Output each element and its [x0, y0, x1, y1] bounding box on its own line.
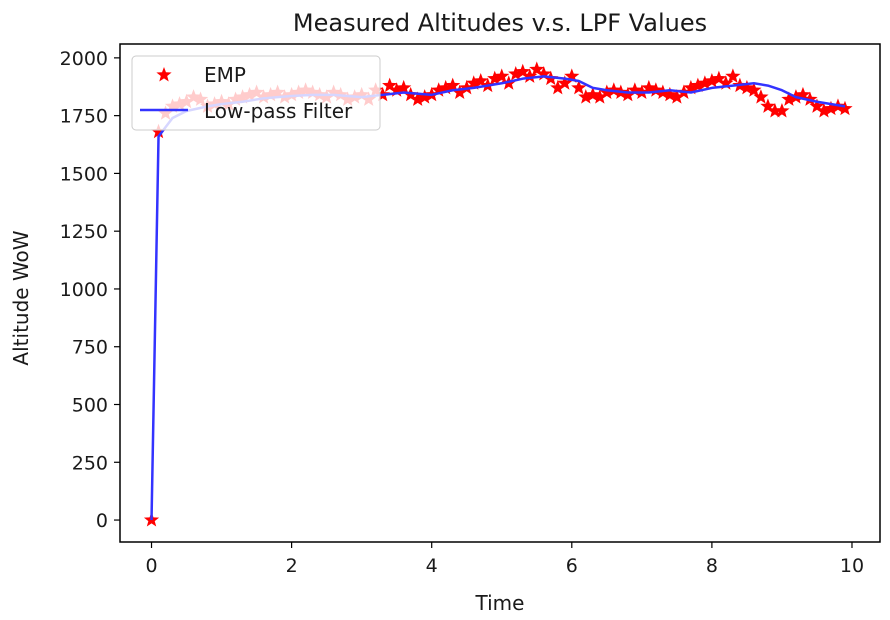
- legend: EMP Low-pass Filter: [131, 55, 381, 131]
- emp-point: [445, 77, 461, 93]
- y-tick-label: 250: [72, 452, 108, 474]
- emp-point: [809, 98, 825, 113]
- emp-point: [396, 79, 412, 95]
- chart-title: Measured Altitudes v.s. LPF Values: [293, 9, 707, 37]
- emp-point: [550, 79, 566, 95]
- emp-point: [753, 89, 769, 104]
- emp-point: [452, 84, 468, 99]
- x-axis-label: Time: [475, 591, 525, 615]
- emp-point: [662, 86, 678, 102]
- y-axis-label: Altitude WoW: [9, 230, 33, 365]
- emp-point: [669, 89, 685, 104]
- emp-point: [494, 68, 510, 83]
- emp-point: [473, 72, 489, 88]
- emp-point: [382, 77, 398, 93]
- emp-point: [150, 123, 167, 139]
- emp-point: [564, 68, 580, 83]
- emp-point: [683, 79, 699, 95]
- emp-point: [459, 79, 475, 95]
- emp-point: [837, 100, 853, 116]
- emp-point: [816, 103, 832, 118]
- emp-point: [417, 89, 433, 104]
- x-axis: 0 2 4 6 8 10: [145, 542, 864, 577]
- y-tick-label: 0: [96, 510, 108, 532]
- emp-point: [599, 84, 615, 99]
- emp-point: [522, 68, 538, 83]
- emp-point: [704, 72, 720, 88]
- emp-point: [431, 82, 447, 97]
- y-axis: 0 250 500 750 1000 1250 1500 1750 2000: [60, 48, 120, 532]
- emp-point: [487, 70, 503, 86]
- legend-label-lpf: Low-pass Filter: [204, 99, 353, 123]
- emp-point: [529, 61, 545, 76]
- emp-point: [571, 79, 587, 95]
- emp-point: [438, 79, 454, 95]
- emp-point: [823, 100, 839, 116]
- legend-label-emp: EMP: [204, 63, 246, 87]
- emp-point: [739, 79, 755, 95]
- x-tick-label: 10: [840, 555, 864, 577]
- x-tick-label: 4: [426, 555, 438, 577]
- emp-point: [466, 75, 482, 90]
- emp-point: [557, 75, 573, 90]
- y-tick-label: 750: [72, 337, 108, 359]
- legend-box: [131, 55, 381, 131]
- legend-star-marker: [156, 67, 172, 82]
- emp-point: [578, 89, 594, 104]
- emp-point: [536, 66, 552, 81]
- y-tick-label: 1250: [60, 221, 108, 243]
- y-tick-label: 1000: [60, 279, 108, 301]
- emp-point: [746, 82, 762, 97]
- emp-point: [718, 75, 734, 90]
- x-tick-label: 0: [145, 555, 157, 577]
- y-tick-label: 2000: [60, 48, 108, 70]
- emp-point: [760, 98, 776, 113]
- emp-point: [627, 82, 643, 97]
- y-tick-label: 1500: [60, 163, 108, 185]
- emp-point: [697, 75, 713, 90]
- emp-point: [725, 68, 741, 83]
- x-tick-label: 8: [706, 555, 718, 577]
- emp-point: [774, 103, 790, 118]
- y-tick-label: 1750: [60, 106, 108, 128]
- emp-point: [802, 91, 818, 106]
- emp-point: [690, 77, 706, 93]
- emp-point: [648, 82, 664, 97]
- emp-point: [795, 86, 811, 102]
- emp-point: [410, 91, 426, 106]
- x-tick-label: 6: [566, 555, 578, 577]
- emp-point: [389, 82, 405, 97]
- emp-point: [592, 89, 608, 104]
- emp-point: [515, 63, 531, 79]
- x-tick-label: 2: [286, 555, 298, 577]
- emp-point: [620, 86, 636, 102]
- emp-point: [585, 86, 601, 102]
- emp-point: [508, 66, 524, 81]
- emp-point: [781, 91, 797, 106]
- emp-point: [711, 70, 727, 86]
- emp-point: [641, 79, 657, 95]
- emp-point: [606, 82, 622, 97]
- y-tick-label: 500: [72, 395, 108, 417]
- emp-point: [767, 103, 783, 118]
